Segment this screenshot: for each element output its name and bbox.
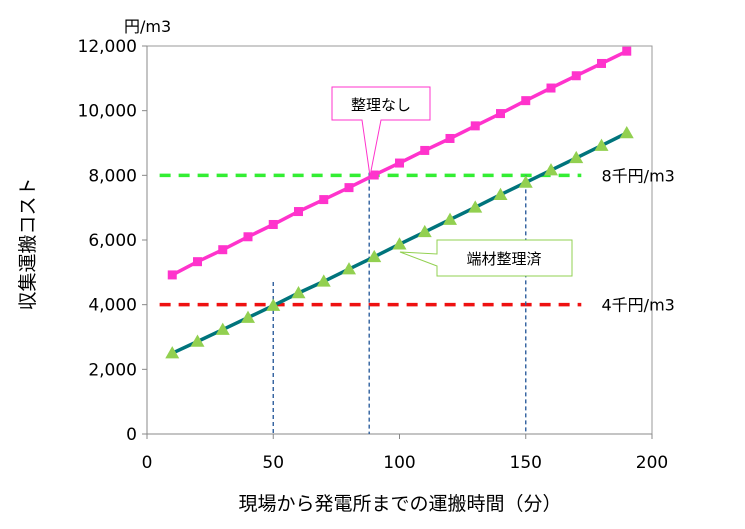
data-point bbox=[291, 286, 306, 299]
x-tick-label: 200 bbox=[636, 453, 668, 473]
callout-box bbox=[399, 239, 573, 277]
reference-lines: 8千円/m3 4千円/m3 bbox=[159, 166, 675, 315]
data-point bbox=[218, 245, 228, 255]
y-axis-unit: 円/m3 bbox=[124, 17, 171, 36]
data-point bbox=[344, 183, 354, 193]
data-point bbox=[294, 207, 303, 217]
data-point bbox=[268, 219, 278, 229]
callout-label: 端材整理済 bbox=[466, 250, 541, 268]
data-point bbox=[420, 145, 430, 155]
data-point bbox=[215, 322, 230, 335]
data-point bbox=[622, 46, 632, 56]
y-tick-label: 2,000 bbox=[88, 360, 137, 380]
data-point bbox=[342, 262, 356, 275]
data-point bbox=[266, 298, 281, 311]
y-tick-label: 6,000 bbox=[88, 231, 137, 251]
data-point bbox=[546, 83, 556, 93]
y-axis-title: 収集運搬コスト bbox=[17, 177, 39, 310]
data-point bbox=[417, 224, 432, 238]
callout-box bbox=[331, 86, 431, 177]
data-point bbox=[518, 175, 533, 188]
x-tick-label: 0 bbox=[142, 453, 153, 473]
y-tick-label: 12,000 bbox=[78, 37, 137, 57]
data-point bbox=[597, 58, 606, 68]
plot-area bbox=[142, 45, 653, 439]
series-1 bbox=[167, 46, 632, 280]
y-tick-label: 10,000 bbox=[78, 102, 137, 122]
data-point bbox=[493, 187, 508, 200]
data-point bbox=[470, 121, 480, 131]
reference-line-label: 4千円/m3 bbox=[602, 296, 675, 315]
data-point bbox=[167, 270, 177, 280]
x-tick-label: 150 bbox=[510, 453, 542, 473]
series-2 bbox=[165, 125, 634, 359]
series-layer bbox=[165, 46, 634, 359]
data-point bbox=[369, 170, 379, 180]
data-point bbox=[319, 195, 329, 205]
data-point bbox=[367, 249, 382, 263]
data-point bbox=[594, 138, 609, 151]
x-tick-label: 50 bbox=[262, 453, 284, 473]
y-tick-label: 0 bbox=[126, 425, 137, 445]
x-axis-title: 現場から発電所までの運搬時間（分） bbox=[238, 493, 561, 515]
y-tick-label: 4,000 bbox=[88, 296, 137, 316]
data-point bbox=[544, 163, 558, 176]
data-point bbox=[193, 257, 202, 267]
data-point bbox=[190, 334, 205, 347]
data-point bbox=[571, 71, 581, 81]
data-point bbox=[569, 150, 584, 164]
y-tick-label: 8,000 bbox=[88, 166, 137, 186]
data-point bbox=[165, 346, 180, 359]
callout-label: 整理なし bbox=[351, 96, 411, 114]
data-point bbox=[445, 133, 455, 143]
data-point bbox=[392, 237, 407, 250]
reference-line-label: 8千円/m3 bbox=[602, 166, 675, 185]
x-tick-label: 100 bbox=[383, 453, 415, 473]
data-point bbox=[521, 96, 531, 106]
data-point bbox=[496, 109, 505, 119]
data-point bbox=[243, 232, 253, 242]
data-point bbox=[619, 125, 634, 139]
data-point bbox=[241, 310, 255, 323]
data-point bbox=[316, 274, 331, 287]
data-point bbox=[443, 212, 457, 225]
data-point bbox=[395, 158, 404, 168]
tick-labels: 0 2,000 4,000 6,000 8,000 10,000 12,000 0 50 100 1… bbox=[78, 37, 669, 473]
vertical-guides bbox=[272, 165, 527, 434]
data-point bbox=[468, 200, 483, 213]
